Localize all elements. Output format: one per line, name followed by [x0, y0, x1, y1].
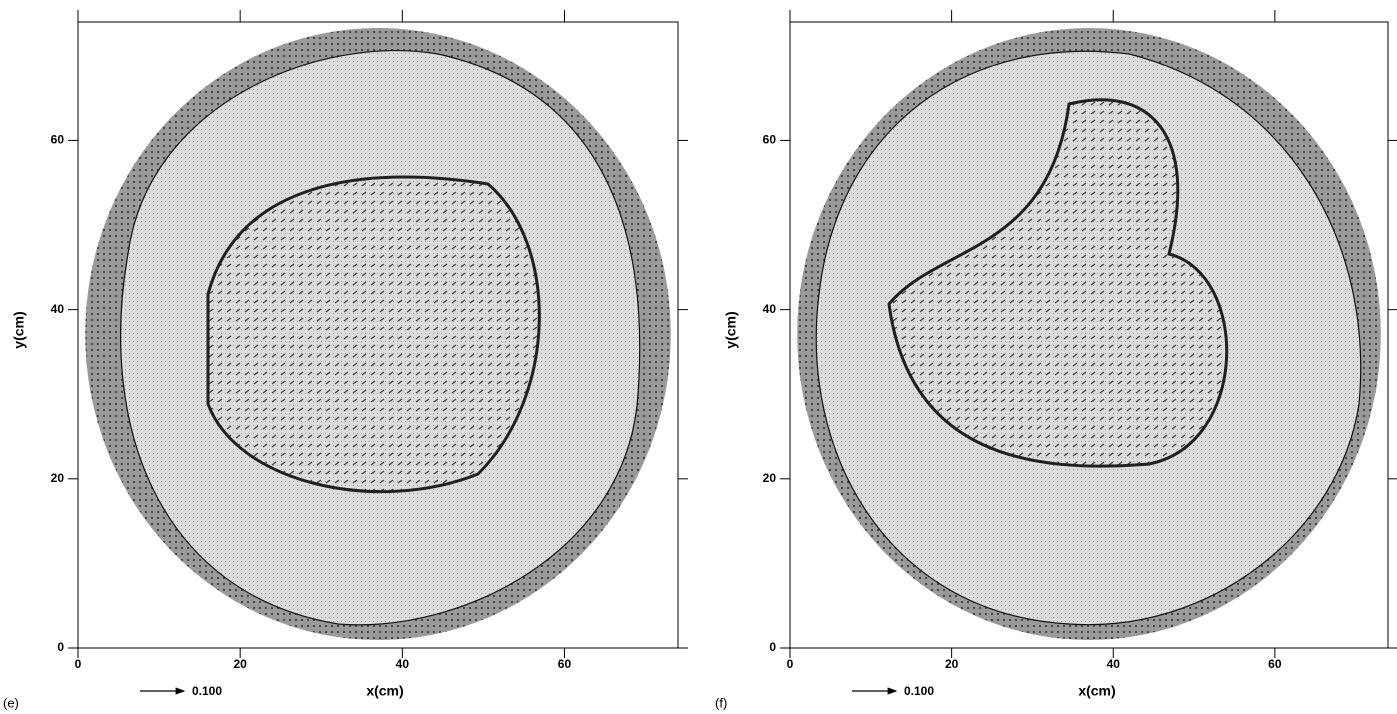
y-tick-label: 20 — [51, 471, 65, 485]
x-tick-label: 20 — [945, 657, 959, 671]
x-axis-label: x(cm) — [1078, 683, 1115, 699]
y-tick-label: 20 — [763, 471, 777, 485]
y-tick-label: 40 — [51, 302, 65, 316]
panel-label: (f) — [715, 695, 727, 710]
x-tick-label: 0 — [75, 657, 82, 671]
y-tick-label: 60 — [763, 133, 777, 147]
panel-label: (e) — [3, 695, 19, 710]
panel: 0 20 40 60 0 20 40 60 x(cm) y(cm) (f) 0.100 — [715, 10, 1397, 710]
reference-label: 0.100 — [904, 684, 934, 698]
flow-core — [208, 177, 539, 492]
x-tick-label: 60 — [1268, 657, 1282, 671]
y-tick-label: 0 — [769, 640, 776, 654]
x-tick-label: 20 — [233, 657, 247, 671]
x-axis-label: x(cm) — [366, 683, 403, 699]
reference-label: 0.100 — [192, 684, 222, 698]
y-tick-label: 0 — [57, 640, 64, 654]
x-tick-label: 0 — [787, 657, 794, 671]
y-axis-label: y(cm) — [11, 311, 27, 348]
x-tick-label: 40 — [1107, 657, 1121, 671]
y-axis-label: y(cm) — [723, 311, 739, 348]
figure: 02040600204060x(cm)y(cm)(e)0.10002040600… — [0, 0, 1397, 714]
x-tick-label: 60 — [558, 657, 572, 671]
y-tick-label: 40 — [763, 302, 777, 316]
panel: 0 20 40 60 0 20 40 60 x(cm) y(cm) (e) 0.100 — [3, 10, 688, 710]
y-tick-label: 60 — [51, 133, 65, 147]
x-tick-label: 40 — [396, 657, 410, 671]
